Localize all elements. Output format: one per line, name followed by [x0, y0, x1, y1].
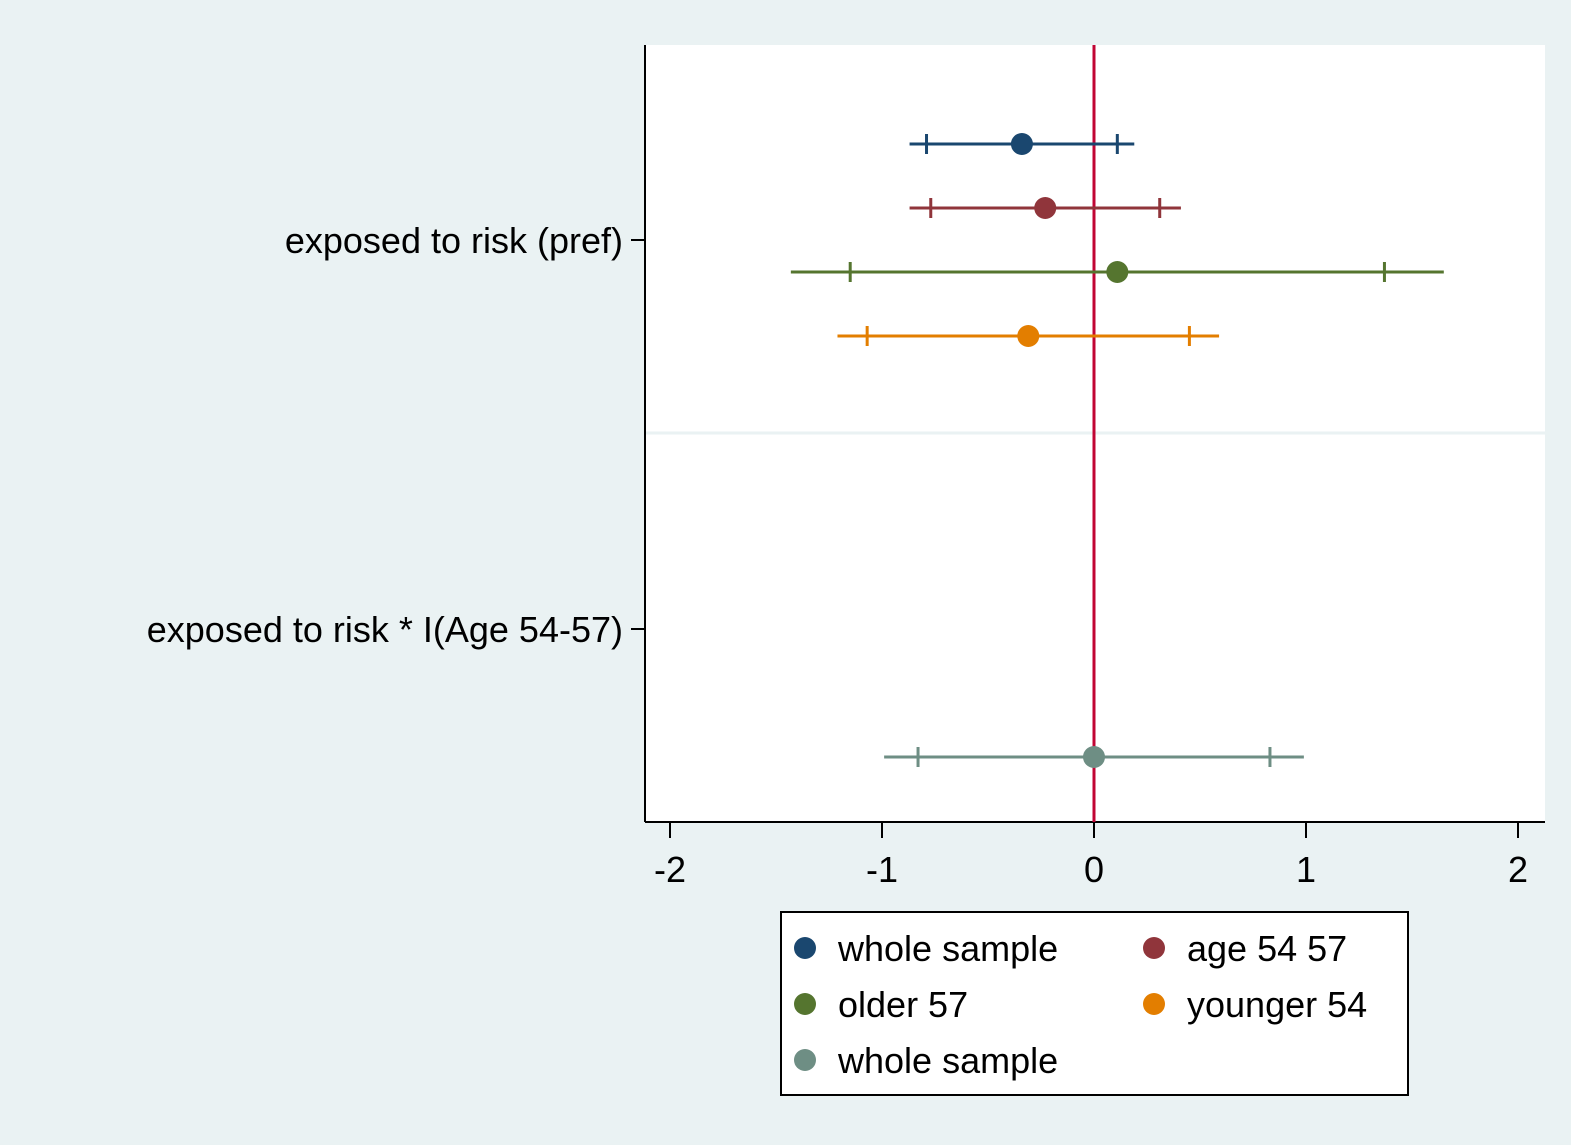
- series-age-54-57: [909, 197, 1181, 219]
- legend-marker: [1143, 993, 1165, 1015]
- legend-label: whole sample: [837, 1040, 1058, 1081]
- legend-label: whole sample: [837, 928, 1058, 969]
- x-tick-label: 0: [1084, 849, 1104, 890]
- legend-box: [780, 911, 1409, 1096]
- point-estimate: [1017, 325, 1040, 347]
- legend-label: older 57: [838, 984, 968, 1025]
- x-tick-label: -2: [654, 849, 686, 890]
- x-tick-label: -1: [866, 849, 898, 890]
- x-tick-label: 1: [1296, 849, 1316, 890]
- legend-label: age 54 57: [1187, 928, 1347, 969]
- series-younger-54: [837, 325, 1220, 347]
- point-estimate: [1106, 261, 1129, 283]
- series-whole-sample: [884, 746, 1304, 768]
- y-axis: exposed to risk (pref) exposed to risk * …: [147, 45, 646, 822]
- series-marks: [790, 133, 1444, 768]
- point-estimate: [1010, 133, 1033, 155]
- x-tick-label: 2: [1508, 849, 1528, 890]
- y-tick-label: exposed to risk (pref): [285, 220, 623, 261]
- legend-marker: [794, 937, 816, 959]
- y-tick-label: exposed to risk * I(Age 54-57): [147, 609, 623, 650]
- point-estimate: [1034, 197, 1057, 219]
- series-older-57: [790, 261, 1444, 283]
- legend-marker: [794, 993, 816, 1015]
- point-estimate: [1083, 746, 1105, 768]
- legend-marker: [794, 1049, 816, 1071]
- legend-label: younger 54: [1187, 984, 1367, 1025]
- legend: whole sample age 54 57 older 57 younger 54 w…: [780, 911, 1409, 1096]
- legend-marker: [1143, 937, 1165, 959]
- series-whole-sample: [909, 133, 1135, 155]
